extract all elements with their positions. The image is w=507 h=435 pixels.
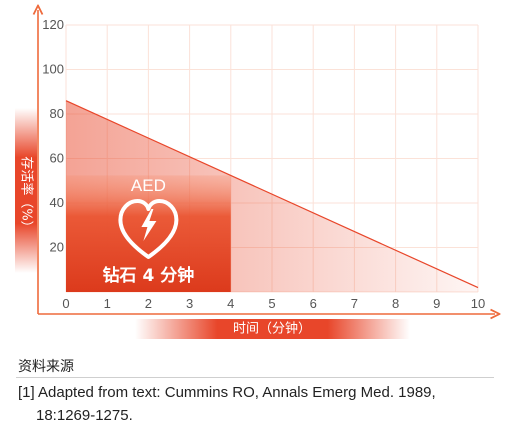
y-tick-label-120: 120: [42, 17, 64, 32]
sources-title: 资料来源: [18, 359, 74, 375]
x-tick-label-10: 10: [471, 296, 485, 311]
aed-badge: AED 钻石 4 分钟: [103, 176, 195, 286]
x-axis-title-bar: [135, 319, 410, 339]
y-tick-labels: 20 40 60 80 100 120: [42, 17, 64, 255]
x-tick-label-0: 0: [62, 296, 69, 311]
y-tick-label-60: 60: [50, 151, 64, 166]
y-tick-label-40: 40: [50, 195, 64, 210]
aed-label: AED: [131, 176, 166, 195]
x-tick-label-4: 4: [227, 296, 234, 311]
y-tick-label-20: 20: [50, 240, 64, 255]
x-tick-label-1: 1: [104, 296, 111, 311]
x-tick-label-5: 5: [268, 296, 275, 311]
sources-divider: [16, 377, 494, 378]
y-axis-label: 存活率（%）: [19, 156, 35, 233]
diamond-4-minutes-label: 钻石 4 分钟: [103, 265, 195, 286]
y-axis-title: 存活率（%）: [15, 108, 37, 273]
y-tick-label-80: 80: [50, 106, 64, 121]
reference-entry: [1] Adapted from text: Cummins RO, Annal…: [18, 381, 498, 427]
reference-line-1: [1] Adapted from text: Cummins RO, Annal…: [18, 384, 436, 401]
y-tick-label-100: 100: [42, 62, 64, 77]
reference-line-2: 18:1269-1275.: [36, 407, 133, 424]
x-tick-label-7: 7: [351, 296, 358, 311]
x-tick-labels: 0 1 2 3 4 5 6 7 8 9 10: [62, 296, 485, 311]
y-axis-title-bar: [15, 108, 37, 273]
aed-highlight-region: [66, 175, 231, 292]
x-axis-title: 时间（分钟）: [135, 319, 410, 339]
x-tick-label-3: 3: [186, 296, 193, 311]
x-axis-label: 时间（分钟）: [233, 321, 311, 337]
x-tick-label-2: 2: [145, 296, 152, 311]
axes: [38, 10, 495, 314]
heart-lightning-icon: [118, 199, 179, 259]
survival-rate-chart: 20 40 60 80 100 120 0 1 2 3 4 5 6 7 8 9 10 存活率（%） 时间（分钟…: [15, 0, 507, 339]
x-tick-label-9: 9: [433, 296, 440, 311]
x-tick-label-8: 8: [392, 296, 399, 311]
x-tick-label-6: 6: [310, 296, 317, 311]
series-line: [65, 100, 479, 289]
